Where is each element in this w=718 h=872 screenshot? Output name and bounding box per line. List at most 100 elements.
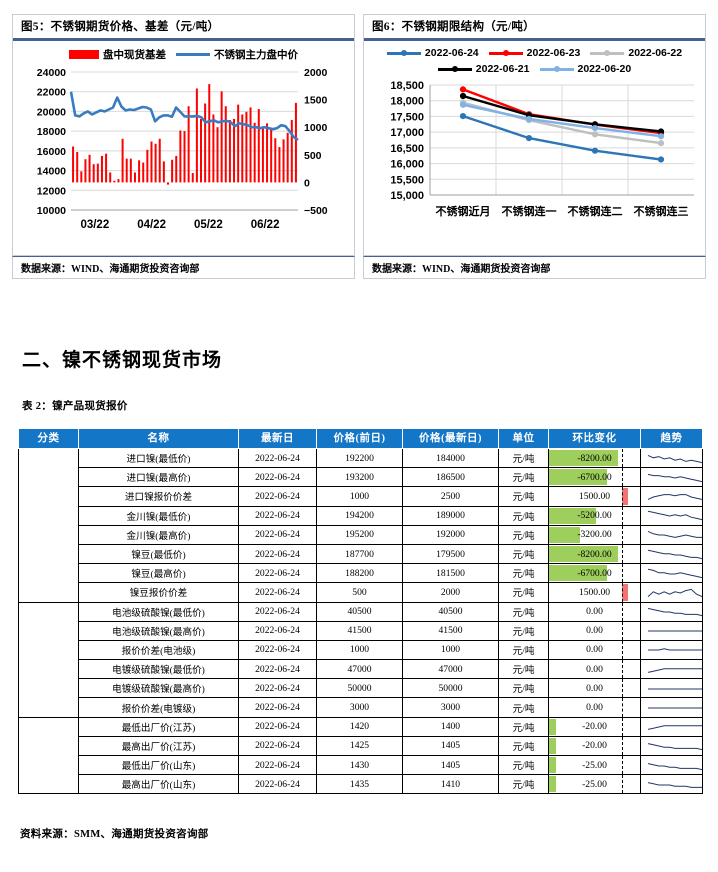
cell-trend [640, 447, 703, 469]
legend-label: 2022-06-22 [628, 47, 683, 59]
cell-name: 镍豆(最低价) [78, 543, 239, 565]
cell-change: -5200.00 [548, 505, 641, 526]
cell-latest: 181500 [402, 563, 499, 584]
table-row[interactable]: 镍豆报价价差 2022-06-24 500 2000 元/吨 1500.00 [19, 582, 703, 603]
svg-text:06/22: 06/22 [251, 219, 280, 231]
svg-text:22000: 22000 [37, 87, 66, 99]
table-row[interactable]: 金川镍(最低价) 2022-06-24 194200 189000 元/吨 -5200.0… [19, 505, 703, 526]
legend-swatch-line-icon [590, 50, 625, 56]
table-row[interactable]: 金川镍(最高价) 2022-06-24 195200 192000 元/吨 -3200.0… [19, 524, 703, 545]
table-row[interactable]: 电池级硫酸镍(最高价) 2022-06-24 41500 41500 元/吨 0.00 [19, 620, 703, 641]
cell-prev: 50000 [316, 678, 403, 699]
cell-unit: 元/吨 [498, 774, 549, 795]
change-axis-line [621, 660, 623, 678]
column-header-趋势: 趋势 [640, 428, 703, 449]
figures-row: 图5：不锈钢期货价格、基差（元/吨） 盘中现货基差 不锈钢主力盘中价 10000… [0, 0, 718, 279]
table-row[interactable]: 进口镍(最高价) 2022-06-24 193200 186500 元/吨 -6700.0… [19, 467, 703, 488]
cell-unit: 元/吨 [498, 659, 549, 680]
table-row[interactable]: 镍豆(最低价) 2022-06-24 187700 179500 元/吨 -8200.00 [19, 543, 703, 565]
table-row[interactable]: 最高出厂价(江苏) 2022-06-24 1425 1405 元/吨 -20.00 [19, 735, 703, 757]
cell-date: 2022-06-24 [238, 563, 317, 584]
change-databar [549, 526, 581, 543]
svg-text:不锈钢连三: 不锈钢连三 [634, 204, 689, 218]
svg-text:10000: 10000 [37, 205, 66, 217]
cell-latest: 192000 [402, 524, 499, 545]
cell-date: 2022-06-24 [238, 716, 317, 737]
change-databar [549, 469, 607, 486]
cell-date: 2022-06-24 [238, 639, 317, 661]
cell-prev: 1435 [316, 774, 403, 795]
legend-swatch-line-icon [386, 50, 421, 56]
table-row[interactable]: 镍豆(最高价) 2022-06-24 188200 181500 元/吨 -6700.00 [19, 563, 703, 584]
change-value: 0.00 [586, 702, 603, 714]
table-row[interactable]: 电镀级硫酸镍(最高价) 2022-06-24 50000 50000 元/吨 0.00 [19, 678, 703, 699]
figure-6-plot: 15,000 15,500 16,000 16,500 17,000 17,500 18,0… [364, 77, 705, 244]
change-value: 0.00 [586, 644, 603, 656]
svg-text:16,500: 16,500 [390, 143, 424, 155]
svg-text:16,000: 16,000 [390, 159, 424, 171]
cell-prev: 500 [316, 582, 403, 603]
category-cell: NPI [18, 716, 79, 795]
cell-prev: 187700 [316, 543, 403, 565]
legend-item-2022-06-22: 2022-06-22 [590, 47, 682, 59]
cell-change: -6700.00 [548, 563, 641, 584]
cell-latest: 3000 [402, 697, 499, 718]
cell-date: 2022-06-24 [238, 735, 317, 757]
change-axis-line [621, 564, 623, 582]
cell-change: 0.00 [548, 697, 641, 718]
table-row[interactable]: NPI 最低出厂价(江苏) 2022-06-24 1420 1400 元/吨 -20.00 [18, 716, 703, 795]
cell-latest: 2000 [402, 582, 499, 603]
figure-5-rule [13, 38, 354, 41]
figure-6-source: 数据来源：WIND、海通期货投资咨询部 [363, 256, 706, 279]
legend-item-2022-06-20: 2022-06-20 [539, 63, 631, 75]
svg-text:1500: 1500 [304, 95, 328, 107]
change-axis-line [621, 487, 623, 506]
cell-unit: 元/吨 [498, 524, 549, 545]
cell-prev: 192200 [316, 447, 403, 469]
change-databar [549, 718, 557, 735]
table-row[interactable]: 硫酸镍 电池级硫酸镍(最低价) 2022-06-24 40500 40500 元/吨 0.0… [18, 601, 703, 718]
cell-unit: 元/吨 [498, 505, 549, 526]
cell-change: 0.00 [548, 620, 641, 641]
cell-prev: 40500 [316, 601, 403, 622]
cell-date: 2022-06-24 [238, 659, 317, 680]
table-row[interactable]: 进口镍报价价差 2022-06-24 1000 2500 元/吨 1500.00 [19, 486, 703, 507]
svg-text:18,500: 18,500 [390, 80, 424, 92]
cell-trend [640, 620, 703, 641]
cell-name: 镍豆报价价差 [78, 582, 239, 603]
cell-unit: 元/吨 [498, 716, 549, 737]
table-row[interactable]: 报价价差(电池级) 2022-06-24 1000 1000 元/吨 0.00 [19, 639, 703, 661]
change-axis-line [621, 507, 623, 525]
table-row[interactable]: 电解镍 进口镍(最低价) 2022-06-24 192200 184000 元/吨 -820… [18, 447, 703, 603]
cell-change: -8200.00 [548, 543, 641, 565]
change-axis-line [621, 641, 623, 659]
legend-item-2022-06-23: 2022-06-23 [488, 47, 581, 59]
change-value: 0.00 [586, 625, 603, 637]
change-databar [549, 507, 596, 524]
legend-label: 2022-06-23 [526, 47, 581, 59]
table-row[interactable]: 最低出厂价(山东) 2022-06-24 1430 1405 元/吨 -25.00 [19, 754, 703, 776]
svg-text:18,000: 18,000 [390, 96, 424, 108]
figure-6-body: 2022-06-24 2022-06-23 2022-06-22 2022-06-21… [364, 41, 705, 255]
table-row[interactable]: 电镀级硫酸镍(最低价) 2022-06-24 47000 47000 元/吨 0.00 [19, 659, 703, 680]
cell-date: 2022-06-24 [238, 467, 317, 488]
table-row[interactable]: 报价价差(电镀级) 2022-06-24 3000 3000 元/吨 0.00 [19, 697, 703, 718]
legend-item-basis: 盘中现货基差 [69, 47, 166, 62]
cell-change: -8200.00 [548, 447, 641, 469]
table-row[interactable]: 最高出厂价(山东) 2022-06-24 1435 1410 元/吨 -25.00 [19, 774, 703, 795]
change-value: -20.00 [582, 721, 607, 733]
cell-trend [640, 754, 703, 776]
cell-unit: 元/吨 [498, 639, 549, 661]
figure-5-body: 盘中现货基差 不锈钢主力盘中价 10000 12000 14000 16000 1800… [13, 41, 354, 255]
cell-name: 镍豆(最高价) [78, 563, 239, 584]
change-axis-line [621, 468, 623, 486]
change-databar [549, 737, 557, 754]
cell-unit: 元/吨 [498, 735, 549, 757]
change-value: -25.00 [582, 759, 607, 771]
column-header-分类: 分类 [18, 428, 79, 449]
column-header-环比变化: 环比变化 [548, 428, 641, 449]
cell-change: -25.00 [548, 774, 641, 795]
cell-name: 电池级硫酸镍(最低价) [78, 601, 239, 622]
legend-label: 盘中现货基差 [103, 49, 166, 61]
trend-sparkline-icon [647, 667, 702, 673]
